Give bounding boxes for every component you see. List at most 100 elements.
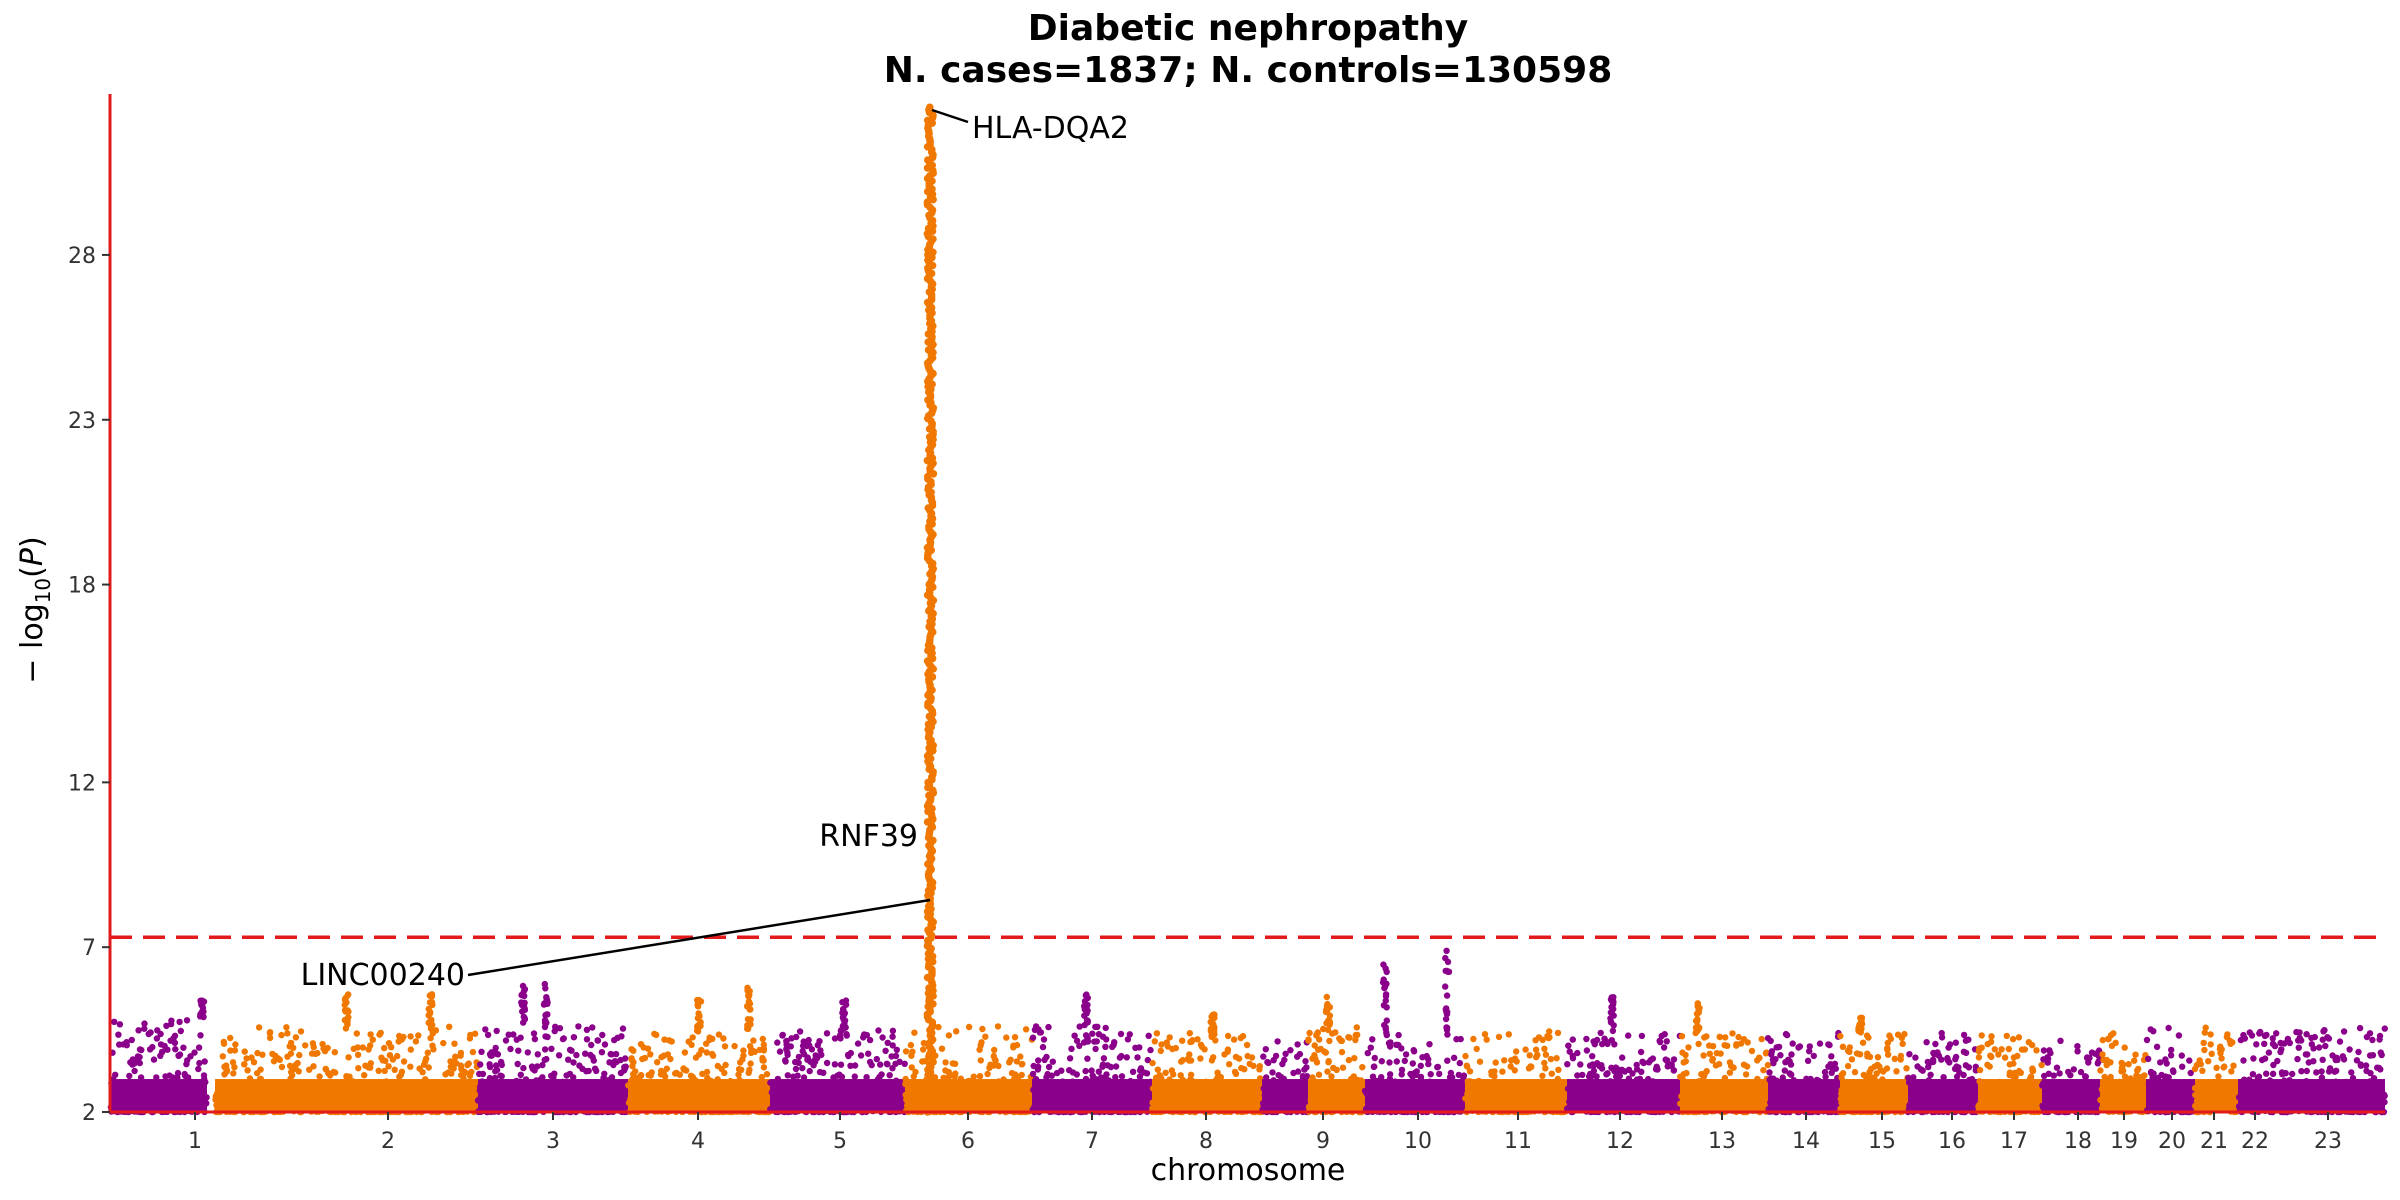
data-point [195,1044,203,1051]
data-point [1326,1037,1333,1045]
data-point [617,1056,624,1064]
data-point [1436,1070,1443,1078]
data-point [866,1036,874,1044]
data-point [1660,1044,1668,1051]
data-point [660,1070,667,1077]
data-point [1457,1035,1464,1043]
data-point [1569,1036,1577,1043]
data-point [1664,1057,1671,1064]
data-point [1729,1030,1736,1037]
data-point [1434,1063,1442,1071]
data-point [1539,1036,1546,1044]
data-point [800,1051,808,1058]
chromosome-7-dense-band [1032,1079,1152,1112]
data-point [1828,1053,1835,1060]
data-point [1393,1041,1400,1049]
data-point [647,1072,654,1079]
data-point [407,1033,414,1040]
data-point [1677,1073,1684,1081]
data-point [844,1051,852,1059]
data-point [407,1046,414,1053]
data-point [1017,1053,1024,1060]
data-point [440,1039,447,1047]
data-point [1569,1055,1577,1062]
data-point [2006,1071,2013,1079]
data-point [876,1073,883,1081]
data-point [407,1063,414,1070]
data-point [115,1031,122,1038]
data-point [1664,1063,1671,1070]
data-point [1018,1071,1025,1079]
data-point [720,1035,727,1042]
data-point [977,1057,984,1064]
data-point [1456,1059,1464,1067]
data-point [1678,1033,1686,1040]
data-point [1380,961,1387,968]
data-point [589,1024,596,1031]
data-point [884,1061,891,1068]
data-point [680,1065,687,1072]
data-point [1186,1030,1194,1037]
data-point [837,1061,845,1068]
chromosome-13-dense-band [1567,1079,1680,1112]
data-point [1894,1031,1902,1038]
data-point [806,1067,813,1075]
data-point [1386,1059,1393,1066]
data-point [1740,1036,1748,1043]
data-point [297,1028,305,1035]
data-point [594,1037,602,1044]
data-point [1147,1046,1154,1054]
data-point [1164,1043,1172,1050]
data-point [478,1048,485,1056]
data-point [744,1025,751,1032]
data-point [1380,1002,1388,1009]
data-point [593,1067,600,1075]
data-point [1294,1041,1301,1048]
data-point [1866,1068,1873,1076]
data-point [266,1034,274,1042]
data-point [1231,1068,1239,1076]
data-point [1532,1037,1539,1044]
data-point [1324,1017,1332,1025]
data-point [1899,1040,1906,1048]
data-point [1735,1033,1742,1041]
data-point [201,1058,208,1065]
data-point [1713,1050,1721,1057]
data-point [992,1057,999,1064]
data-point [502,1037,510,1044]
data-point [703,1040,710,1047]
data-point [1049,1058,1057,1065]
data-point [391,1066,398,1074]
data-point [1978,1032,1985,1039]
data-point [219,1053,226,1060]
data-point [284,1030,291,1037]
data-point [979,1025,986,1033]
data-point [519,990,526,998]
data-point [294,1059,301,1067]
data-point [1241,1066,1248,1073]
data-point [1187,1071,1195,1079]
data-point [889,1065,896,1072]
data-point [1145,1032,1152,1040]
data-point [805,1036,812,1044]
data-point [111,1018,118,1025]
data-point [1598,1065,1606,1072]
data-point [1839,1043,1847,1051]
data-point [231,1064,238,1071]
data-point [598,1049,606,1056]
data-point [847,1062,854,1070]
chromosome-5-points [767,997,908,1116]
data-point [524,1049,531,1056]
data-point [748,1046,755,1054]
data-point [1177,1072,1184,1079]
data-point [302,1042,309,1049]
data-point [909,1048,916,1055]
data-point [1157,1047,1165,1055]
data-point [1264,1058,1271,1066]
data-point [488,1049,495,1056]
chromosome-16-points [1836,1014,1911,1116]
data-point [1865,1034,1872,1041]
data-point [746,987,753,995]
data-point [1542,1051,1550,1058]
data-point [232,1041,239,1048]
